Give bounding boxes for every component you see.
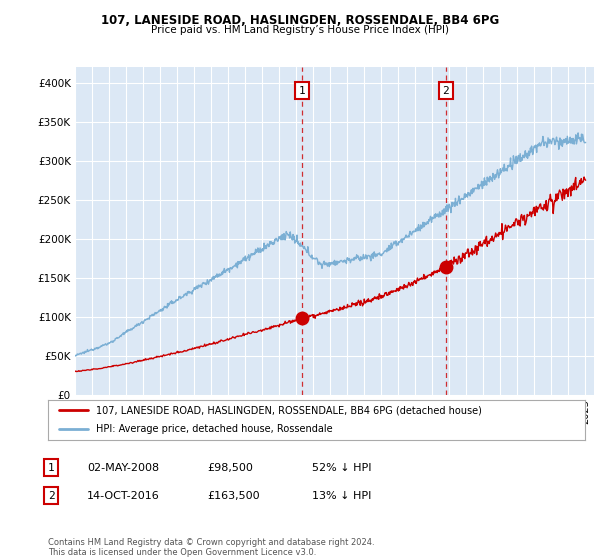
Text: 14-OCT-2016: 14-OCT-2016 [87,491,160,501]
Text: 1: 1 [47,463,55,473]
Text: 107, LANESIDE ROAD, HASLINGDEN, ROSSENDALE, BB4 6PG: 107, LANESIDE ROAD, HASLINGDEN, ROSSENDA… [101,14,499,27]
Text: £163,500: £163,500 [207,491,260,501]
Text: 02-MAY-2008: 02-MAY-2008 [87,463,159,473]
Text: 2: 2 [442,86,449,96]
Text: £98,500: £98,500 [207,463,253,473]
Text: Price paid vs. HM Land Registry’s House Price Index (HPI): Price paid vs. HM Land Registry’s House … [151,25,449,35]
Text: 52% ↓ HPI: 52% ↓ HPI [312,463,371,473]
Text: 107, LANESIDE ROAD, HASLINGDEN, ROSSENDALE, BB4 6PG (detached house): 107, LANESIDE ROAD, HASLINGDEN, ROSSENDA… [97,405,482,415]
Text: Contains HM Land Registry data © Crown copyright and database right 2024.
This d: Contains HM Land Registry data © Crown c… [48,538,374,557]
Text: 1: 1 [298,86,305,96]
Text: HPI: Average price, detached house, Rossendale: HPI: Average price, detached house, Ross… [97,423,333,433]
Text: 2: 2 [47,491,55,501]
Text: 13% ↓ HPI: 13% ↓ HPI [312,491,371,501]
